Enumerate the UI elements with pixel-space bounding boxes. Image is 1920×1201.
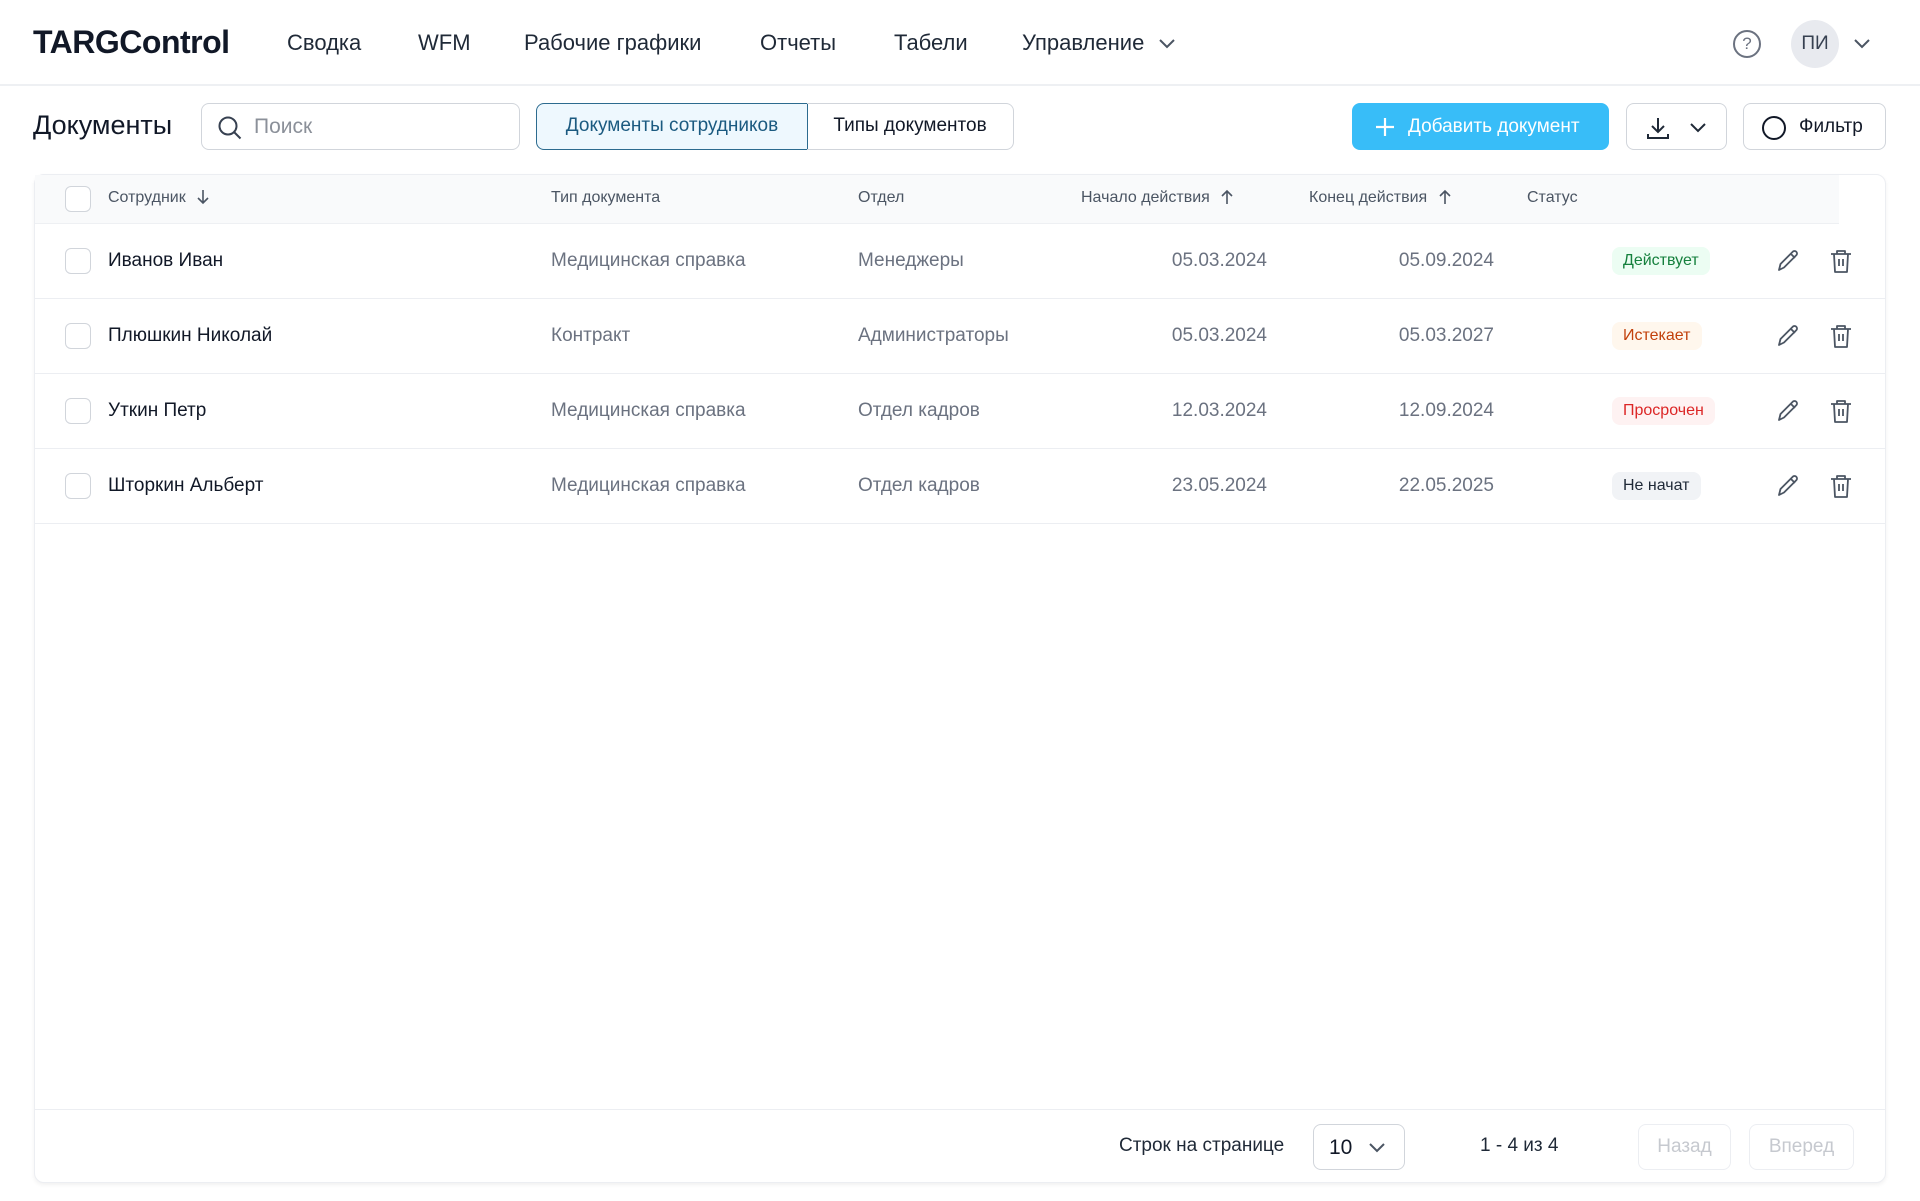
column-label: Конец действия — [1309, 189, 1428, 206]
department: Менеджеры — [858, 250, 964, 271]
column-label: Начало действия — [1081, 189, 1210, 206]
circle-icon — [1762, 116, 1786, 140]
table-row[interactable] — [35, 299, 1885, 374]
document-type: Контракт — [551, 325, 631, 346]
tab-document-types[interactable]: Типы документов — [807, 103, 1014, 150]
rows-per-page-label: Строк на странице — [1119, 1135, 1285, 1156]
department: Отдел кадров — [858, 400, 980, 421]
nav-management-label: Управление — [1022, 30, 1145, 55]
start-date: 05.03.2024 — [1171, 250, 1267, 271]
column-doc-type: Тип документа — [551, 189, 661, 206]
document-type: Медицинская справка — [551, 400, 746, 421]
row-checkbox[interactable] — [65, 473, 91, 499]
add-document-label: Добавить документ — [1408, 116, 1580, 137]
prev-page-button[interactable]: Назад — [1638, 1124, 1731, 1170]
nav-management[interactable]: Управление — [1022, 30, 1176, 56]
employee-name[interactable]: Иванов Иван — [108, 250, 224, 271]
column-end[interactable]: Конец действия — [1309, 189, 1452, 207]
employee-name[interactable]: Уткин Петр — [108, 400, 207, 421]
status-badge: Не начат — [1612, 472, 1701, 500]
department: Администраторы — [858, 325, 1009, 346]
chevron-down-icon[interactable] — [1853, 38, 1871, 50]
chevron-down-icon — [1690, 123, 1706, 133]
row-checkbox[interactable] — [65, 323, 91, 349]
select-all-checkbox[interactable] — [65, 186, 91, 212]
search-icon — [218, 116, 242, 140]
document-type: Медицинская справка — [551, 250, 746, 271]
column-label: Сотрудник — [108, 189, 186, 206]
avatar[interactable]: ПИ — [1791, 20, 1839, 68]
table-row[interactable] — [35, 374, 1885, 449]
logo[interactable]: TARGControl — [33, 24, 230, 60]
top-nav-bar: TARGControl Сводка WFM Рабочие графики О… — [0, 0, 1920, 86]
delete-trash-icon[interactable] — [1829, 473, 1853, 499]
table-row[interactable] — [35, 224, 1885, 299]
search-box[interactable] — [201, 103, 520, 150]
department: Отдел кадров — [858, 475, 980, 496]
chevron-down-icon — [1159, 39, 1176, 49]
delete-trash-icon[interactable] — [1829, 248, 1853, 274]
status-badge: Действует — [1612, 247, 1710, 275]
rows-per-page-select[interactable]: 10 — [1313, 1124, 1405, 1170]
page-title: Документы — [33, 110, 173, 140]
delete-trash-icon[interactable] — [1829, 323, 1853, 349]
plus-icon — [1376, 118, 1394, 136]
end-date: 05.09.2024 — [1398, 250, 1494, 271]
filter-label: Фильтр — [1799, 116, 1863, 137]
search-input[interactable] — [254, 114, 504, 140]
arrow-up-icon — [1221, 189, 1233, 204]
arrow-down-icon — [197, 190, 209, 205]
pagination-range: 1 - 4 из 4 — [1480, 1135, 1559, 1156]
next-page-button[interactable]: Вперед — [1749, 1124, 1854, 1170]
add-document-button[interactable]: Добавить документ — [1352, 103, 1609, 150]
chevron-down-icon — [1369, 1143, 1385, 1153]
end-date: 12.09.2024 — [1398, 400, 1494, 421]
nav-reports[interactable]: Отчеты — [760, 30, 837, 55]
nav-schedules[interactable]: Рабочие графики — [524, 30, 702, 55]
nav-timesheets[interactable]: Табели — [894, 30, 968, 55]
table-row[interactable] — [35, 449, 1885, 524]
column-department: Отдел — [858, 189, 905, 206]
column-employee[interactable]: Сотрудник — [108, 189, 210, 207]
end-date: 22.05.2025 — [1398, 475, 1494, 496]
column-start[interactable]: Начало действия — [1081, 189, 1234, 207]
status-badge: Просрочен — [1612, 397, 1715, 425]
document-type: Медицинская справка — [551, 475, 746, 496]
status-badge: Истекает — [1612, 322, 1702, 350]
tab-employee-documents[interactable]: Документы сотрудников — [536, 103, 808, 150]
nav-summary[interactable]: Сводка — [287, 30, 362, 55]
column-status: Статус — [1527, 189, 1578, 206]
footer-divider — [35, 1109, 1885, 1110]
download-button[interactable] — [1626, 103, 1727, 150]
employee-name[interactable]: Шторкин Альберт — [108, 475, 264, 496]
delete-trash-icon[interactable] — [1829, 398, 1853, 424]
row-checkbox[interactable] — [65, 398, 91, 424]
help-icon[interactable]: ? — [1733, 30, 1761, 58]
employee-name[interactable]: Плюшкин Николай — [108, 325, 273, 346]
start-date: 05.03.2024 — [1171, 325, 1267, 346]
end-date: 05.03.2027 — [1398, 325, 1494, 346]
arrow-up-icon — [1439, 189, 1451, 204]
table-header — [35, 175, 1839, 224]
start-date: 23.05.2024 — [1171, 475, 1267, 496]
row-checkbox[interactable] — [65, 248, 91, 274]
start-date: 12.03.2024 — [1171, 400, 1267, 421]
edit-pencil-icon[interactable] — [1775, 398, 1801, 424]
edit-pencil-icon[interactable] — [1775, 248, 1801, 274]
download-icon — [1647, 118, 1669, 139]
documents-table — [34, 174, 1886, 1183]
edit-pencil-icon[interactable] — [1775, 323, 1801, 349]
edit-pencil-icon[interactable] — [1775, 473, 1801, 499]
nav-wfm[interactable]: WFM — [418, 30, 471, 55]
filter-button[interactable]: Фильтр — [1743, 103, 1886, 150]
rows-per-page-value: 10 — [1329, 1136, 1353, 1159]
